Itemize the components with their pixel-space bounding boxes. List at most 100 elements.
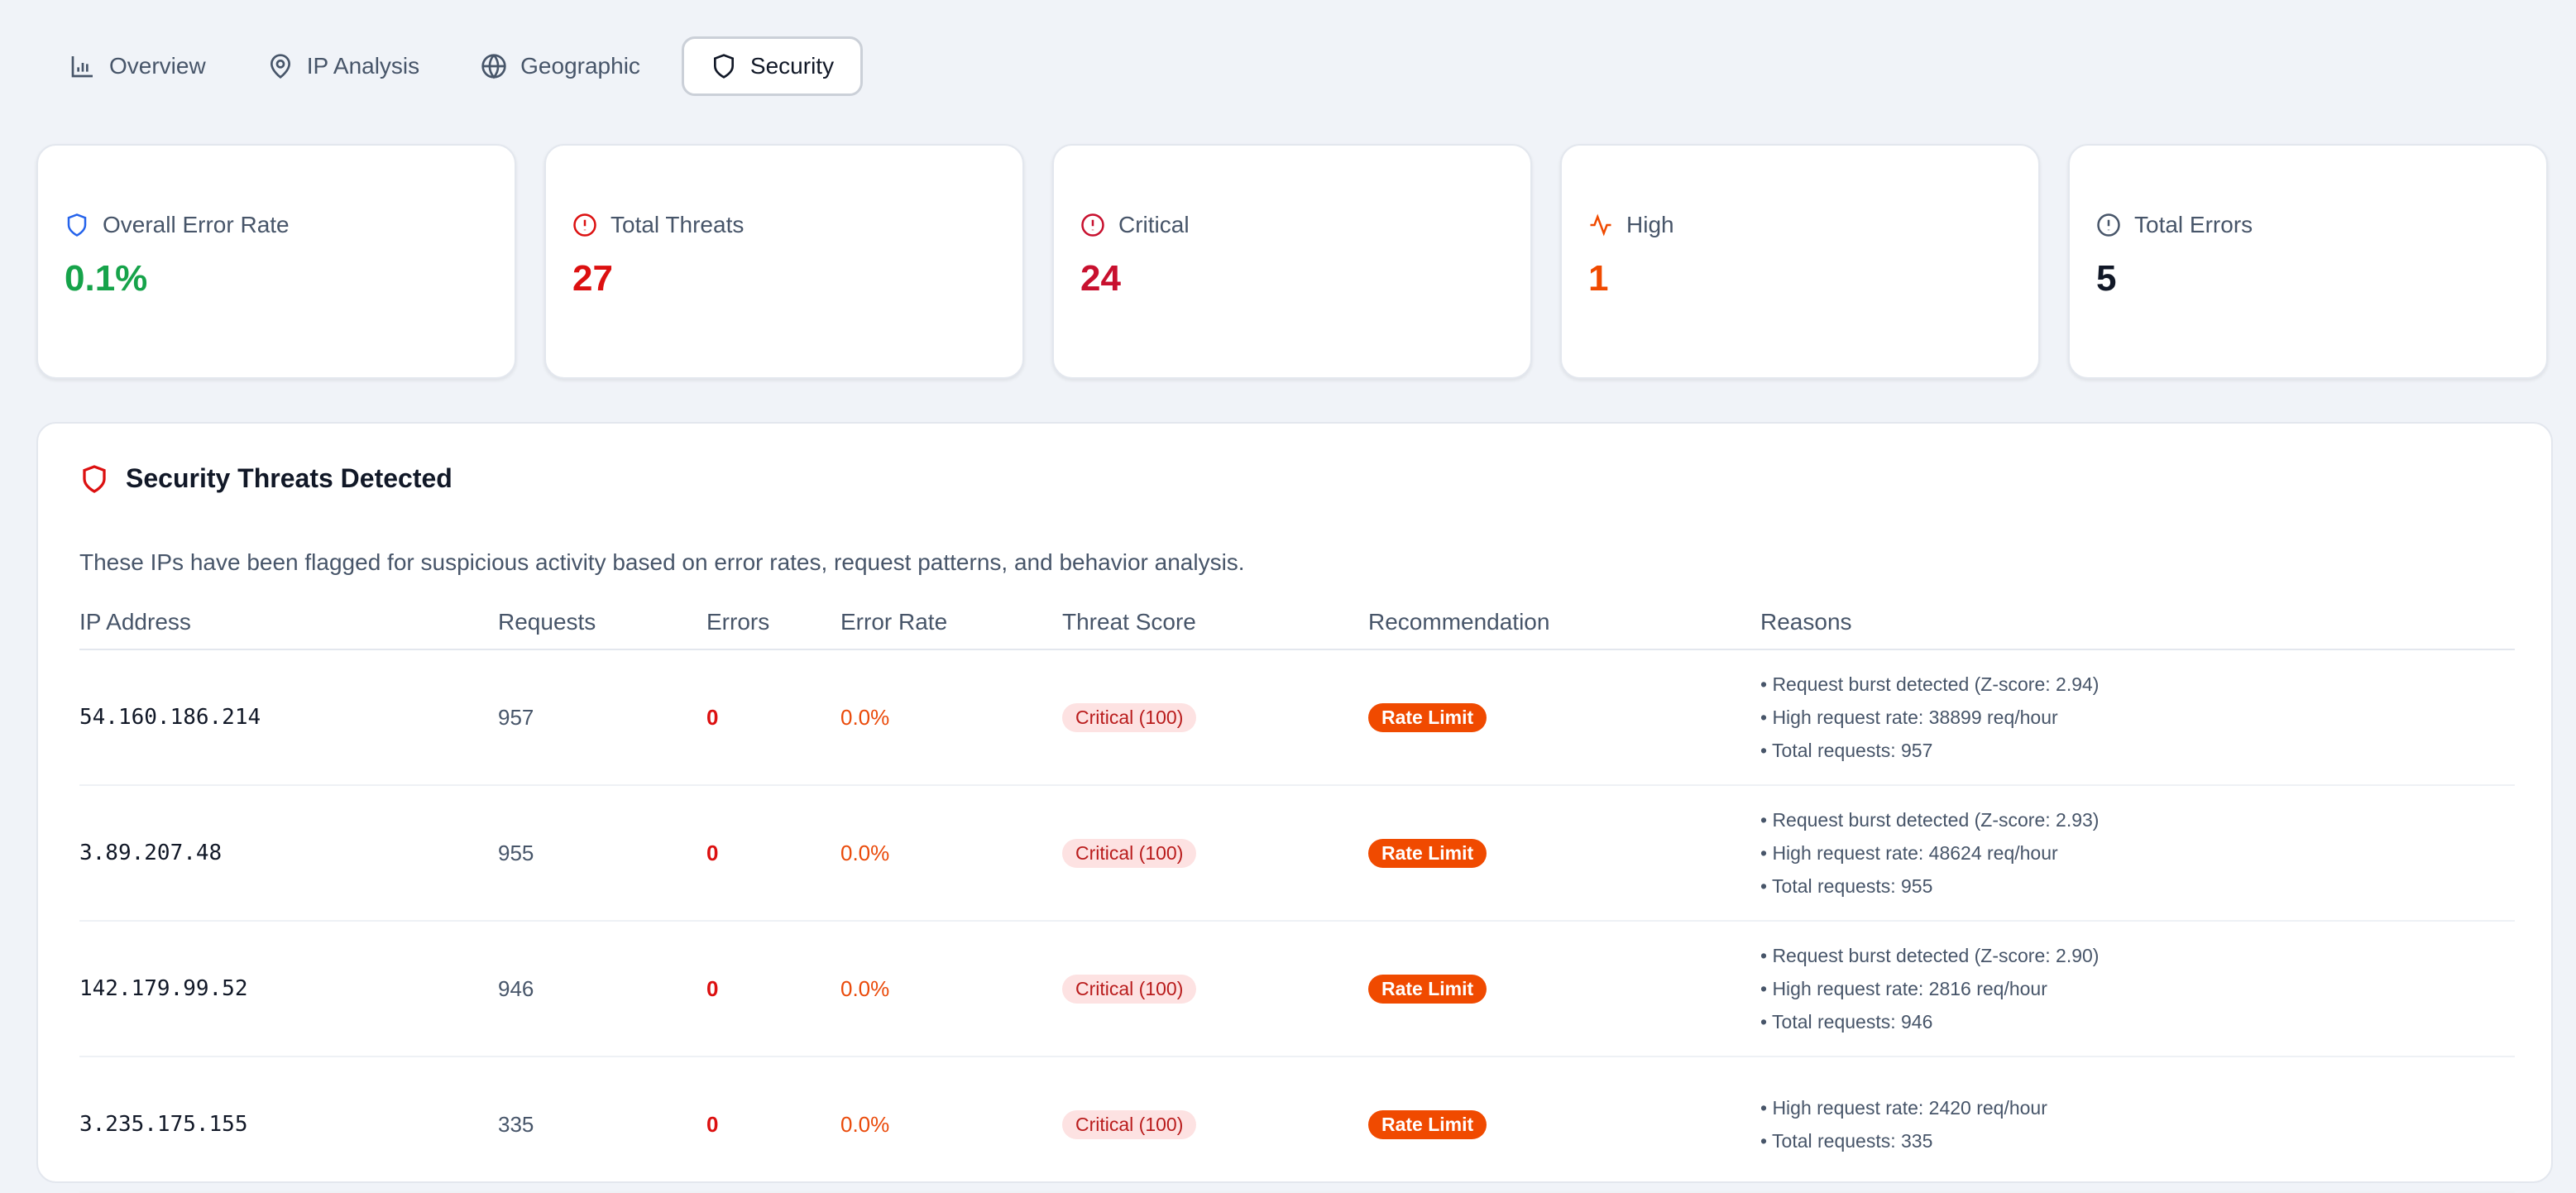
recommendation-cell: Rate Limit <box>1368 785 1760 922</box>
tab-security[interactable]: Security <box>681 36 864 96</box>
threat-score-badge: Critical (100) <box>1062 1109 1197 1139</box>
stat-card: Overall Error Rate 0.1% <box>36 144 516 379</box>
map-pin-icon <box>270 54 290 79</box>
threat-score-cell: Critical (100) <box>1062 785 1368 922</box>
stat-label-text: Total Errors <box>2134 212 2253 237</box>
globe-icon <box>481 54 506 79</box>
requests: 957 <box>498 649 706 786</box>
table-row[interactable]: 54.160.186.214 957 0 0.0% Critical (100)… <box>79 649 2515 786</box>
column-header[interactable]: Error Rate <box>840 596 1062 650</box>
recommendation-cell: Rate Limit <box>1368 921 1760 1057</box>
errors: 0 <box>706 785 840 922</box>
errors: 0 <box>706 921 840 1057</box>
recommendation-badge: Rate Limit <box>1368 838 1487 868</box>
ip-address: 54.160.186.214 <box>79 649 498 786</box>
table-row[interactable]: 3.235.175.155 335 0 0.0% Critical (100) … <box>79 1056 2515 1193</box>
error-rate: 0.0% <box>840 649 1062 786</box>
column-header[interactable]: IP Address <box>79 596 498 650</box>
stat-card: Critical 24 <box>1052 144 1532 379</box>
activity-icon <box>1590 213 1611 237</box>
shield-icon <box>713 54 734 79</box>
reason-item: • High request rate: 48624 req/hour <box>1760 842 2058 864</box>
reason-item: • High request rate: 2420 req/hour <box>1760 1097 2047 1119</box>
reason-item: • Total requests: 335 <box>1760 1130 1933 1152</box>
stat-card: Total Errors 5 <box>2068 144 2548 379</box>
column-header[interactable]: Reasons <box>1760 596 2515 650</box>
stat-card: High 1 <box>1560 144 2040 379</box>
tab-label: IP Analysis <box>306 53 420 79</box>
tab-bar: Overview IP Analysis Geographic Security <box>50 36 884 96</box>
stat-label-text: Critical <box>1118 212 1190 237</box>
stat-label: Total Threats <box>572 212 996 238</box>
error-rate: 0.0% <box>840 785 1062 922</box>
column-header[interactable]: Errors <box>706 596 840 650</box>
alert-circle-icon <box>2097 213 2120 237</box>
threat-score-cell: Critical (100) <box>1062 649 1368 786</box>
table-row[interactable]: 142.179.99.52 946 0 0.0% Critical (100) … <box>79 921 2515 1057</box>
threat-score-badge: Critical (100) <box>1062 974 1197 1004</box>
reason-item: • High request rate: 2816 req/hour <box>1760 978 2047 999</box>
threat-score-cell: Critical (100) <box>1062 921 1368 1057</box>
reasons: • Request burst detected (Z-score: 2.94)… <box>1760 649 2515 786</box>
recommendation-badge: Rate Limit <box>1368 702 1487 732</box>
reason-item: • Request burst detected (Z-score: 2.90) <box>1760 945 2100 966</box>
column-header[interactable]: Threat Score <box>1062 596 1368 650</box>
tab-label: Security <box>749 53 835 79</box>
tab-ip-analysis[interactable]: IP Analysis <box>247 36 439 96</box>
reasons: • Request burst detected (Z-score: 2.90)… <box>1760 921 2515 1057</box>
threats-table: IP Address Requests Errors Error Rate Threat… <box>79 596 2515 1193</box>
panel-title-text: Security Threats Detected <box>126 463 452 493</box>
threat-score-badge: Critical (100) <box>1062 838 1197 868</box>
tab-geographic[interactable]: Geographic <box>461 36 660 96</box>
reasons: • High request rate: 2420 req/hour • Tota… <box>1760 1056 2515 1193</box>
error-rate: 0.0% <box>840 921 1062 1057</box>
threat-score-badge: Critical (100) <box>1062 702 1197 732</box>
stat-label-text: Total Threats <box>610 212 745 237</box>
ip-address: 3.89.207.48 <box>79 785 498 922</box>
stat-card: Total Threats 27 <box>544 144 1024 379</box>
ip-address: 142.179.99.52 <box>79 921 498 1057</box>
alert-circle-icon <box>573 213 596 237</box>
stat-label-text: High <box>1626 212 1674 237</box>
stat-label: Overall Error Rate <box>65 212 488 238</box>
requests: 335 <box>498 1056 706 1193</box>
recommendation-badge: Rate Limit <box>1368 974 1487 1004</box>
column-header[interactable]: Recommendation <box>1368 596 1760 650</box>
stat-label: Critical <box>1080 212 1504 238</box>
shield-icon <box>83 464 106 493</box>
requests: 946 <box>498 921 706 1057</box>
stat-value: 0.1% <box>65 258 148 299</box>
reason-item: • Request burst detected (Z-score: 2.93) <box>1760 809 2100 831</box>
tab-label: Overview <box>109 53 206 79</box>
errors: 0 <box>706 649 840 786</box>
tab-label: Geographic <box>520 53 640 79</box>
error-rate: 0.0% <box>840 1056 1062 1193</box>
reason-item: • High request rate: 38899 req/hour <box>1760 707 2058 728</box>
threat-score-cell: Critical (100) <box>1062 1056 1368 1193</box>
tab-overview[interactable]: Overview <box>50 36 226 96</box>
ip-address: 3.235.175.155 <box>79 1056 498 1193</box>
requests: 955 <box>498 785 706 922</box>
alert-circle-icon <box>1081 213 1104 237</box>
stat-value: 1 <box>1588 258 1609 299</box>
recommendation-cell: Rate Limit <box>1368 649 1760 786</box>
reason-item: • Total requests: 946 <box>1760 1011 1933 1032</box>
shield-icon <box>67 213 87 237</box>
stat-label-text: Overall Error Rate <box>103 212 290 237</box>
stat-label: Total Errors <box>2096 212 2520 238</box>
recommendation-cell: Rate Limit <box>1368 1056 1760 1193</box>
column-header[interactable]: Requests <box>498 596 706 650</box>
stat-label: High <box>1588 212 2012 238</box>
recommendation-badge: Rate Limit <box>1368 1109 1487 1139</box>
panel-description: These IPs have been flagged for suspicio… <box>79 549 1245 575</box>
bar-chart-icon <box>71 56 93 78</box>
reason-item: • Total requests: 955 <box>1760 875 1933 897</box>
stat-value: 5 <box>2096 258 2117 299</box>
reason-item: • Total requests: 957 <box>1760 740 1933 761</box>
panel-title: Security Threats Detected <box>79 463 452 494</box>
errors: 0 <box>706 1056 840 1193</box>
stat-value: 24 <box>1080 258 1121 299</box>
table-row[interactable]: 3.89.207.48 955 0 0.0% Critical (100) Ra… <box>79 785 2515 922</box>
security-threats-panel: Security Threats Detected These IPs have… <box>36 422 2553 1193</box>
reasons: • Request burst detected (Z-score: 2.93)… <box>1760 785 2515 922</box>
